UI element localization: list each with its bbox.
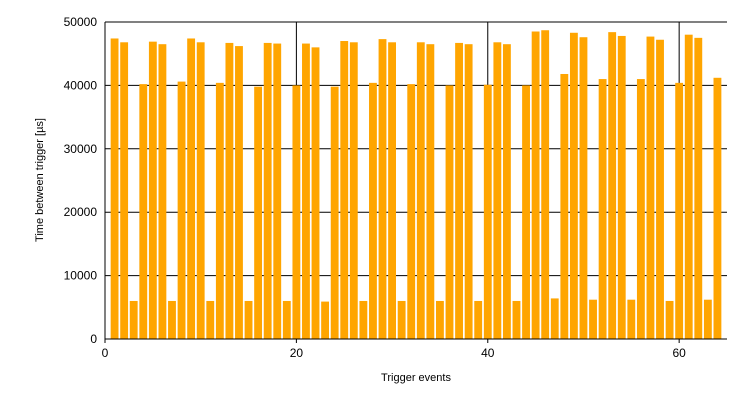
bar <box>675 82 684 340</box>
bar <box>703 299 712 339</box>
bar <box>359 300 368 339</box>
bar <box>129 300 138 339</box>
bar <box>502 44 511 339</box>
bar <box>388 42 396 339</box>
bar <box>560 73 569 340</box>
bar <box>282 300 291 339</box>
bar <box>493 42 502 339</box>
bar <box>148 41 157 340</box>
bar <box>684 34 693 340</box>
bars <box>110 30 722 340</box>
bar <box>330 86 339 339</box>
bar <box>110 38 119 339</box>
bar <box>235 46 243 340</box>
x-tick-label: 40 <box>481 346 495 360</box>
bar <box>168 300 176 339</box>
bar <box>254 86 263 339</box>
bar <box>713 77 722 339</box>
bar <box>302 43 310 340</box>
bar <box>139 84 148 339</box>
bar <box>206 300 215 339</box>
bar <box>196 42 205 339</box>
bar <box>244 300 253 339</box>
bar <box>292 85 301 340</box>
bar <box>464 44 473 339</box>
bar <box>215 82 224 340</box>
bar <box>120 42 129 339</box>
bar <box>617 35 626 339</box>
bar <box>665 300 674 339</box>
bar <box>349 42 358 339</box>
bar <box>378 39 387 340</box>
x-tick-labels: 0 20 40 60 <box>102 346 686 360</box>
bar <box>445 85 454 340</box>
y-tick-label: 50000 <box>64 15 98 29</box>
y-tick-label: 20000 <box>64 205 98 219</box>
bar <box>474 300 483 339</box>
bar <box>455 42 463 340</box>
bar <box>225 42 234 340</box>
x-tick-label: 0 <box>102 346 109 360</box>
bar <box>321 301 330 339</box>
bar <box>436 300 444 339</box>
y-tick-label: 10000 <box>64 269 98 283</box>
y-tick-label: 30000 <box>64 142 98 156</box>
bar <box>512 300 521 339</box>
y-axis-title: Time between trigger [µs] <box>34 118 46 242</box>
axes <box>104 22 727 340</box>
bar <box>187 38 196 339</box>
bar <box>416 42 425 339</box>
bar <box>340 41 349 340</box>
bar <box>646 36 655 339</box>
bar <box>426 44 435 339</box>
bar <box>531 31 540 339</box>
bar <box>598 79 607 339</box>
x-tick-label: 60 <box>672 346 686 360</box>
y-tick-labels: 0 10000 20000 30000 40000 50000 <box>64 15 98 346</box>
bar <box>550 298 559 339</box>
x-axis-title: Trigger events <box>381 372 451 384</box>
bar <box>263 42 272 340</box>
bar <box>636 79 645 339</box>
bar <box>608 32 617 339</box>
bar <box>273 43 282 340</box>
bar <box>579 37 588 339</box>
bar <box>569 32 578 339</box>
bar <box>407 84 416 339</box>
bar <box>158 44 167 339</box>
bar <box>589 299 597 339</box>
bar <box>369 82 377 340</box>
bar <box>627 299 636 339</box>
bar <box>541 30 550 340</box>
bar <box>311 47 320 340</box>
bar <box>656 39 664 339</box>
bar <box>483 84 492 340</box>
y-tick-label: 0 <box>90 332 97 346</box>
y-tick-label: 40000 <box>64 78 98 92</box>
bar <box>177 81 186 339</box>
bar <box>397 300 406 339</box>
bar <box>522 85 530 340</box>
bar <box>694 37 703 339</box>
x-tick-label: 20 <box>290 346 304 360</box>
